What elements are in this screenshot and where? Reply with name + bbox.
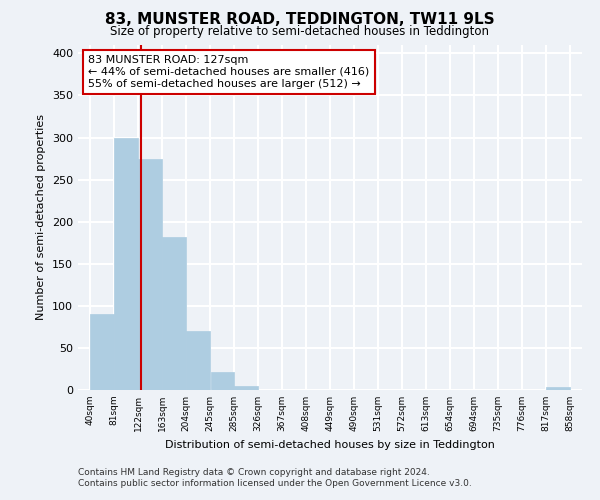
Bar <box>546 388 570 390</box>
Bar <box>90 314 114 390</box>
Bar <box>187 331 210 390</box>
Bar <box>163 237 186 390</box>
Bar <box>115 138 138 390</box>
Bar <box>234 386 257 390</box>
Text: Size of property relative to semi-detached houses in Teddington: Size of property relative to semi-detach… <box>110 25 490 38</box>
Text: 83, MUNSTER ROAD, TEDDINGTON, TW11 9LS: 83, MUNSTER ROAD, TEDDINGTON, TW11 9LS <box>105 12 495 28</box>
Text: 83 MUNSTER ROAD: 127sqm
← 44% of semi-detached houses are smaller (416)
55% of s: 83 MUNSTER ROAD: 127sqm ← 44% of semi-de… <box>88 56 370 88</box>
Y-axis label: Number of semi-detached properties: Number of semi-detached properties <box>37 114 46 320</box>
Bar <box>211 372 233 390</box>
X-axis label: Distribution of semi-detached houses by size in Teddington: Distribution of semi-detached houses by … <box>165 440 495 450</box>
Text: Contains HM Land Registry data © Crown copyright and database right 2024.
Contai: Contains HM Land Registry data © Crown c… <box>78 468 472 487</box>
Bar <box>139 158 162 390</box>
